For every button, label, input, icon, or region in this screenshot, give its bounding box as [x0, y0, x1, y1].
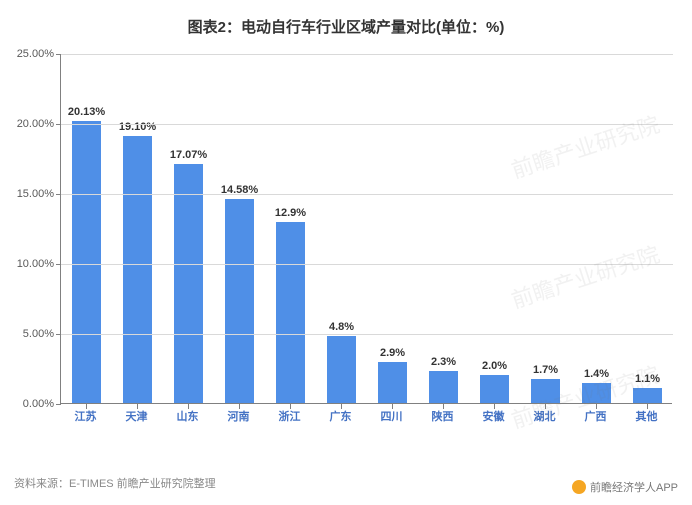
- bar: [327, 336, 356, 403]
- bar: [429, 371, 458, 403]
- bar: [123, 136, 152, 403]
- chart-area: 20.13% 19.10% 17.07% 14.58% 12.9% 4.8% 2.9% 2.3…: [60, 54, 672, 434]
- x-tick-mark: [137, 404, 138, 409]
- x-axis-label: 江苏: [60, 408, 111, 424]
- bar-value-label: 19.10%: [119, 121, 156, 133]
- x-tick-mark: [392, 404, 393, 409]
- x-tick-mark: [86, 404, 87, 409]
- plot-region: 20.13% 19.10% 17.07% 14.58% 12.9% 4.8% 2.9% 2.3…: [60, 54, 672, 404]
- bar-slot: 14.58%: [214, 53, 265, 403]
- footer-brand: 前瞻经济学人APP: [572, 479, 678, 495]
- y-tick-label: 10.00%: [4, 258, 54, 270]
- x-tick-mark: [494, 404, 495, 409]
- grid-line: [61, 194, 673, 195]
- y-tick-label: 15.00%: [4, 188, 54, 200]
- x-axis-label: 湖北: [519, 408, 570, 424]
- x-axis-label: 陕西: [417, 408, 468, 424]
- x-tick-mark: [596, 404, 597, 409]
- grid-line: [61, 124, 673, 125]
- bar-value-label: 1.7%: [533, 364, 558, 376]
- bar-slot: 1.1%: [622, 53, 673, 403]
- y-tick-mark: [56, 404, 61, 405]
- bar: [225, 199, 254, 403]
- y-tick-mark: [56, 194, 61, 195]
- bar-slot: 4.8%: [316, 53, 367, 403]
- x-tick-mark: [443, 404, 444, 409]
- bar-value-label: 17.07%: [170, 149, 207, 161]
- x-tick-mark: [647, 404, 648, 409]
- bar-value-label: 2.0%: [482, 360, 507, 372]
- x-tick-mark: [545, 404, 546, 409]
- x-axis-label: 安徽: [468, 408, 519, 424]
- y-tick-mark: [56, 264, 61, 265]
- grid-line: [61, 334, 673, 335]
- x-tick-mark: [239, 404, 240, 409]
- y-tick-label: 5.00%: [4, 328, 54, 340]
- x-tick-mark: [290, 404, 291, 409]
- brand-logo-icon: [572, 480, 586, 494]
- bar-value-label: 2.9%: [380, 347, 405, 359]
- y-tick-mark: [56, 124, 61, 125]
- y-tick-label: 25.00%: [4, 48, 54, 60]
- bar-value-label: 1.1%: [635, 373, 660, 385]
- bar-slot: 19.10%: [112, 53, 163, 403]
- bar: [531, 379, 560, 403]
- bar-value-label: 20.13%: [68, 106, 105, 118]
- bar-slot: 20.13%: [61, 53, 112, 403]
- grid-line: [61, 54, 673, 55]
- x-axis-label: 其他: [621, 408, 672, 424]
- x-axis-label: 河南: [213, 408, 264, 424]
- bar: [582, 383, 611, 403]
- x-axis-label: 四川: [366, 408, 417, 424]
- x-axis-labels: 江苏天津山东河南浙江广东四川陕西安徽湖北广西其他: [60, 408, 672, 424]
- y-tick-label: 20.00%: [4, 118, 54, 130]
- bar-slot: 1.4%: [571, 53, 622, 403]
- x-tick-mark: [341, 404, 342, 409]
- y-tick-mark: [56, 54, 61, 55]
- bar: [72, 121, 101, 403]
- bar-slot: 12.9%: [265, 53, 316, 403]
- bar-slot: 2.9%: [367, 53, 418, 403]
- bar-slot: 2.3%: [418, 53, 469, 403]
- bar: [378, 362, 407, 403]
- bar-value-label: 1.4%: [584, 368, 609, 380]
- bar: [174, 164, 203, 403]
- bar: [480, 375, 509, 403]
- bar: [276, 222, 305, 403]
- bar-value-label: 2.3%: [431, 356, 456, 368]
- grid-line: [61, 264, 673, 265]
- chart-title: 图表2：电动自行车行业区域产量对比(单位：%): [0, 0, 692, 37]
- bar-slot: 17.07%: [163, 53, 214, 403]
- bars-container: 20.13% 19.10% 17.07% 14.58% 12.9% 4.8% 2.9% 2.3…: [61, 53, 673, 403]
- y-tick-mark: [56, 334, 61, 335]
- bar-slot: 1.7%: [520, 53, 571, 403]
- bar-slot: 2.0%: [469, 53, 520, 403]
- source-text: 资料来源：E-TIMES 前瞻产业研究院整理: [14, 475, 216, 491]
- x-axis-label: 天津: [111, 408, 162, 424]
- x-axis-label: 浙江: [264, 408, 315, 424]
- x-axis-label: 广西: [570, 408, 621, 424]
- bar: [633, 388, 662, 403]
- bar-value-label: 12.9%: [275, 207, 306, 219]
- x-tick-mark: [188, 404, 189, 409]
- x-axis-label: 广东: [315, 408, 366, 424]
- y-tick-label: 0.00%: [4, 398, 54, 410]
- bar-value-label: 4.8%: [329, 321, 354, 333]
- brand-text: 前瞻经济学人APP: [590, 479, 678, 495]
- x-axis-label: 山东: [162, 408, 213, 424]
